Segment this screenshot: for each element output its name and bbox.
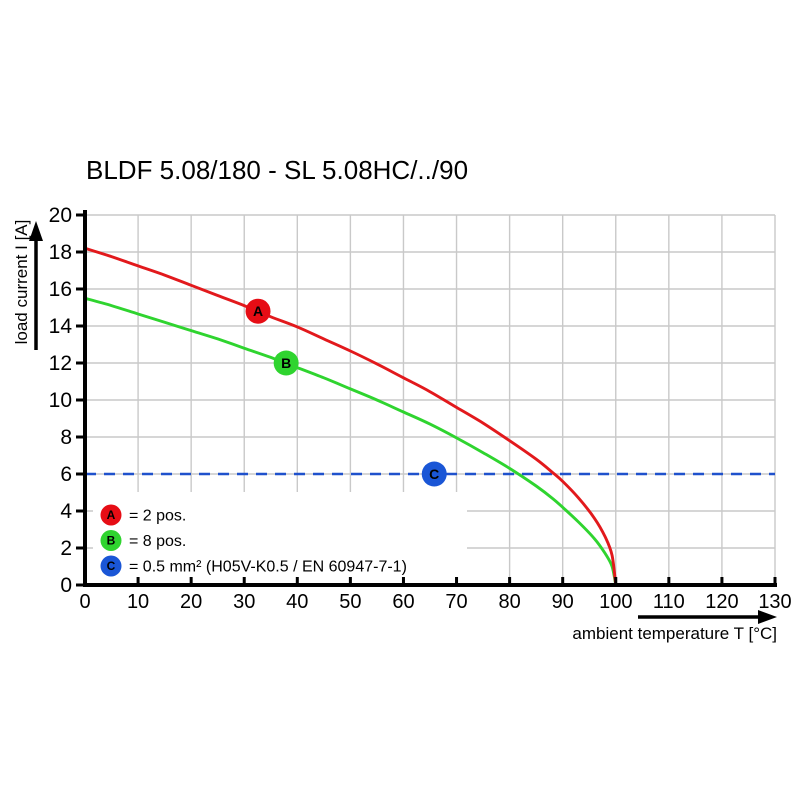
legend-key-C-letter: C bbox=[107, 559, 116, 573]
y-axis-arrow-head bbox=[29, 221, 43, 241]
x-tick-label: 40 bbox=[286, 591, 308, 613]
y-tick-label: 0 bbox=[60, 574, 72, 597]
x-axis-arrow-head bbox=[758, 610, 777, 624]
x-tick-label: 110 bbox=[653, 591, 685, 613]
curve-B bbox=[83, 296, 618, 587]
axes-layer bbox=[76, 210, 777, 587]
y-tick-label: 2 bbox=[60, 537, 72, 560]
x-tick-label: 120 bbox=[705, 591, 738, 613]
marker-C-letter: C bbox=[429, 466, 439, 482]
curve-A bbox=[83, 246, 618, 587]
y-tick-label: 8 bbox=[60, 426, 72, 449]
marker-C-circle bbox=[421, 461, 447, 487]
legend-key-B-circle bbox=[100, 530, 122, 551]
legend-key-B-letter: B bbox=[107, 534, 116, 548]
legend-item-A-label: = 2 pos. bbox=[129, 508, 186, 525]
x-tick-label: 20 bbox=[180, 591, 202, 613]
y-tick-label: 18 bbox=[49, 241, 72, 264]
legend-item-C-label: = 0.5 mm² (H05V-K0.5 / EN 60947-7-1) bbox=[129, 559, 407, 576]
tick-labels-layer: 0 2 4 6 8 10 12 14 16 18 20 0 10 20 30 40 50 60 70 80 90 100 1… bbox=[49, 204, 792, 613]
x-tick-label: 10 bbox=[127, 591, 149, 613]
chart-title: BLDF 5.08/180 - SL 5.08HC/../90 bbox=[86, 155, 469, 185]
y-tick-label: 12 bbox=[49, 352, 72, 375]
marker-B-letter: B bbox=[281, 355, 291, 371]
legend-backdrop-layer bbox=[93, 492, 467, 582]
y-tick-label: 20 bbox=[49, 204, 72, 227]
gridlines bbox=[85, 214, 776, 585]
x-tick-label: 100 bbox=[599, 591, 632, 613]
x-tick-label: 90 bbox=[552, 591, 574, 613]
y-tick-label: 16 bbox=[49, 278, 72, 301]
legend-item-B-label: = 8 pos. bbox=[129, 533, 186, 550]
y-tick-label: 14 bbox=[49, 315, 73, 338]
x-tick-label: 30 bbox=[233, 591, 255, 613]
legend-key-C-circle bbox=[100, 555, 122, 577]
x-tick-label: 0 bbox=[79, 591, 90, 613]
marker-A-circle bbox=[245, 298, 271, 324]
y-tick-label: 10 bbox=[49, 389, 72, 412]
x-tick-label: 50 bbox=[339, 591, 361, 613]
marker-A-letter: A bbox=[253, 303, 263, 319]
legend-key-A-letter: A bbox=[107, 508, 116, 522]
marker-B-circle bbox=[273, 350, 299, 376]
legend-background bbox=[93, 492, 467, 582]
axis-arrows-layer bbox=[29, 221, 777, 624]
x-tick-label: 130 bbox=[758, 591, 791, 613]
x-tick-label: 60 bbox=[392, 591, 414, 613]
x-tick-label: 70 bbox=[445, 591, 467, 613]
markers-layer: A B C bbox=[245, 298, 447, 487]
legend-layer: A = 2 pos. B = 8 pos. C = 0.5 mm² (H05V-K0.5 … bbox=[100, 504, 407, 577]
x-axis-label: ambient temperature T [°C] bbox=[572, 624, 777, 643]
x-tick-label: 80 bbox=[498, 591, 520, 613]
legend-key-A-circle bbox=[100, 504, 122, 526]
y-tick-label: 6 bbox=[60, 463, 72, 486]
y-tick-label: 4 bbox=[60, 500, 72, 523]
